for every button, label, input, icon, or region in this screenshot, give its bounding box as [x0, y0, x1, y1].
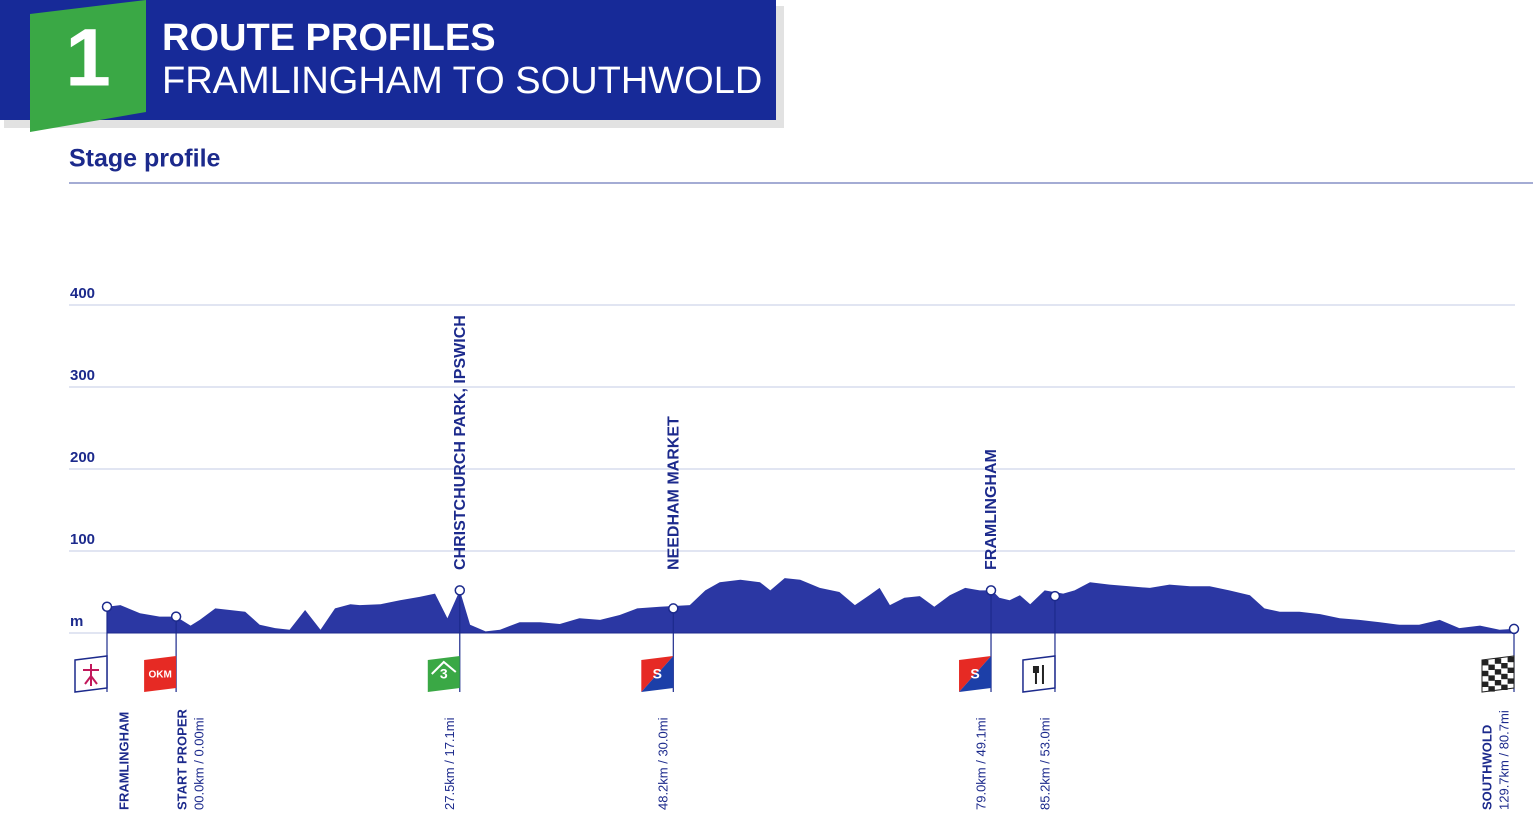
- fork-icon: [1032, 665, 1044, 684]
- location-distance: 27.5km / 17.1mi: [442, 717, 457, 810]
- y-tick-label: 300: [70, 367, 95, 384]
- finish-check: [1501, 684, 1508, 690]
- marker-point: [1049, 590, 1061, 602]
- marker-point: [101, 601, 113, 613]
- finish-check: [1507, 678, 1514, 684]
- header-title: ROUTE PROFILES: [162, 17, 496, 59]
- stage-flag: [30, 0, 146, 132]
- finish-check: [1494, 669, 1502, 675]
- flag-sprint-blue: [641, 656, 674, 692]
- flag-text: 3: [440, 666, 448, 682]
- flag-text: OKM: [148, 670, 171, 681]
- location-top-label: NEEDHAM MARKET: [666, 416, 683, 570]
- finish-check: [1507, 656, 1514, 663]
- location-distance: 85.2km / 53.0mi: [1037, 717, 1052, 810]
- finish-check: [1494, 680, 1502, 686]
- marker-point: [454, 585, 466, 596]
- finish-check: [1482, 660, 1489, 666]
- finish-check: [1488, 686, 1495, 692]
- finish-check: [1507, 667, 1514, 673]
- finish-check: [1501, 663, 1508, 669]
- flag-text: S: [970, 666, 979, 682]
- elevation-area: [107, 578, 1514, 633]
- y-tick-label: 200: [70, 449, 95, 466]
- climb-icon: [431, 660, 457, 675]
- flag-sprint-blue: [959, 656, 992, 692]
- location-name: FRAMLINGHAM: [116, 712, 131, 810]
- flag-neutral: [144, 656, 177, 692]
- flag-text: S: [653, 666, 662, 682]
- finish-check: [1488, 675, 1495, 681]
- marker-point: [985, 585, 997, 596]
- finish-check: [1482, 670, 1489, 677]
- chart-title: Stage profile: [69, 145, 221, 173]
- location-distance: 00.0km / 0.00mi: [192, 717, 207, 810]
- finish-check: [1501, 673, 1508, 680]
- finish-check: [1494, 658, 1502, 664]
- rider-icon: [83, 664, 99, 686]
- y-tick-label: 400: [70, 285, 95, 302]
- marker-point: [170, 611, 182, 622]
- finish-check: [1482, 681, 1489, 687]
- marker-point: [1508, 623, 1520, 635]
- location-distance: 129.7km / 80.7mi: [1496, 710, 1511, 810]
- stage-number: 1: [65, 13, 111, 104]
- location-top-label: FRAMLINGHAM: [983, 449, 1000, 570]
- location-top-label: CHRISTCHURCH PARK, IPSWICH: [452, 315, 469, 570]
- finish-check: [1488, 664, 1495, 670]
- header-subtitle: FRAMLINGHAM TO SOUTHWOLD: [162, 60, 762, 102]
- location-name: START PROPER: [175, 709, 190, 810]
- flag-feed: [1022, 655, 1056, 693]
- y-tick-label: 100: [70, 531, 95, 548]
- location-name: SOUTHWOLD: [1479, 725, 1494, 810]
- location-distance: 48.2km / 30.0mi: [656, 717, 671, 810]
- marker-point: [668, 603, 679, 614]
- y-tick-label: m: [70, 613, 83, 630]
- flag-climb: [427, 656, 460, 692]
- location-distance: 79.0km / 49.1mi: [973, 717, 988, 810]
